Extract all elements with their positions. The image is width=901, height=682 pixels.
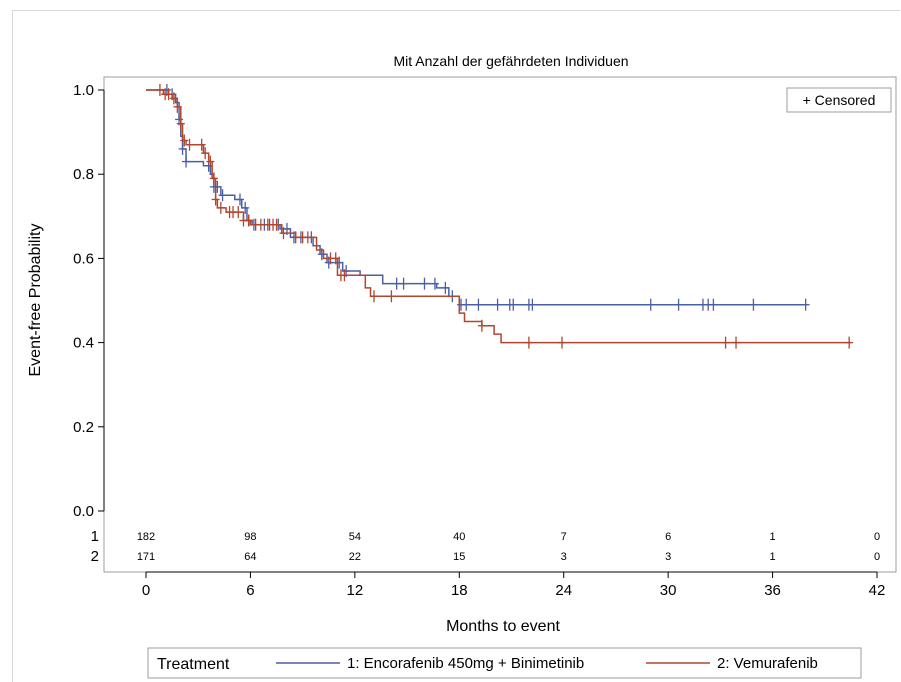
x-axis: 0 6 12 18 24 30 36 42 [142,571,886,599]
y-tick-label: 1.0 [73,82,94,99]
chart-title: Mit Anzahl der gefährdeten Individuen [393,53,628,69]
risk-count: 15 [453,551,465,563]
y-tick-label: 0.8 [73,166,94,183]
legend: Treatment 1: Encorafenib 450mg + Binimet… [147,647,862,679]
risk-count: 182 [137,531,155,543]
risk-count: 171 [137,551,155,563]
risk-count: 3 [561,551,567,563]
risk-count: 0 [874,551,880,563]
survival-curve-series-1 [146,89,808,306]
risk-table: 1 182 98 54 40 7 6 1 0 2 171 64 22 15 3 3 1 0 [91,528,880,565]
x-tick-label: 42 [869,582,886,599]
x-tick-label: 12 [347,582,364,599]
risk-count: 1 [770,531,776,543]
risk-count: 54 [349,531,361,543]
x-tick-label: 36 [764,582,781,599]
risk-count: 98 [244,531,256,543]
y-axis: 0.0 0.2 0.4 0.6 0.8 1.0 [73,82,105,520]
y-tick-label: 0.4 [73,335,94,352]
risk-row-label: 1 [91,528,99,545]
censored-inset: + Censored [786,87,892,113]
risk-count: 22 [349,551,361,563]
risk-count: 64 [244,551,256,563]
censored-inset-label: + Censored [803,92,876,108]
x-tick-label: 24 [555,582,572,599]
censored-inset-box [786,87,892,113]
risk-count: 1 [770,551,776,563]
legend-title: Treatment [157,656,230,673]
y-axis-title: Event-free Probability [27,224,44,377]
risk-row-label: 2 [91,548,99,565]
x-tick-label: 6 [246,582,254,599]
risk-count: 0 [874,531,880,543]
plot-area [103,76,897,573]
legend-box [147,647,862,679]
x-tick-label: 30 [660,582,677,599]
survival-curves [146,84,854,349]
legend-label-series-2: 2: Vemurafenib [717,655,818,672]
risk-count: 40 [453,531,465,543]
x-tick-label: 18 [451,582,468,599]
y-tick-label: 0.6 [73,250,94,267]
x-tick-label: 0 [142,582,150,599]
risk-count: 7 [561,531,567,543]
x-axis-title: Months to event [446,618,560,635]
risk-count: 3 [665,551,671,563]
risk-count: 6 [665,531,671,543]
legend-label-series-1: 1: Encorafenib 450mg + Binimetinib [347,655,584,672]
y-tick-label: 0.0 [73,503,94,520]
chart-frame [12,10,900,682]
y-tick-label: 0.2 [73,419,94,436]
